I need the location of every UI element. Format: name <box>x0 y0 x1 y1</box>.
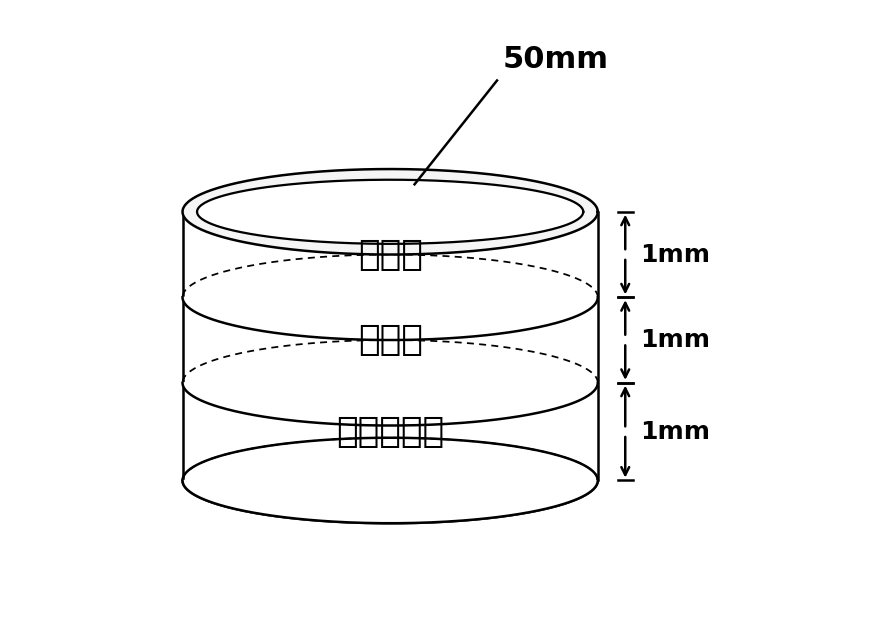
Text: 50mm: 50mm <box>503 45 609 74</box>
Text: 1mm: 1mm <box>640 420 709 444</box>
Polygon shape <box>182 438 597 523</box>
Text: 阻水带: 阻水带 <box>357 238 422 272</box>
Polygon shape <box>182 212 597 480</box>
Text: 1mm: 1mm <box>640 243 709 267</box>
Polygon shape <box>182 297 597 340</box>
Polygon shape <box>182 383 597 425</box>
Polygon shape <box>182 480 597 523</box>
Text: 绩缘屏蔽层: 绩缘屏蔽层 <box>336 415 444 449</box>
Text: 1mm: 1mm <box>640 328 709 352</box>
Text: 阻水带: 阻水带 <box>357 323 422 357</box>
Polygon shape <box>196 180 582 244</box>
Polygon shape <box>182 169 597 254</box>
